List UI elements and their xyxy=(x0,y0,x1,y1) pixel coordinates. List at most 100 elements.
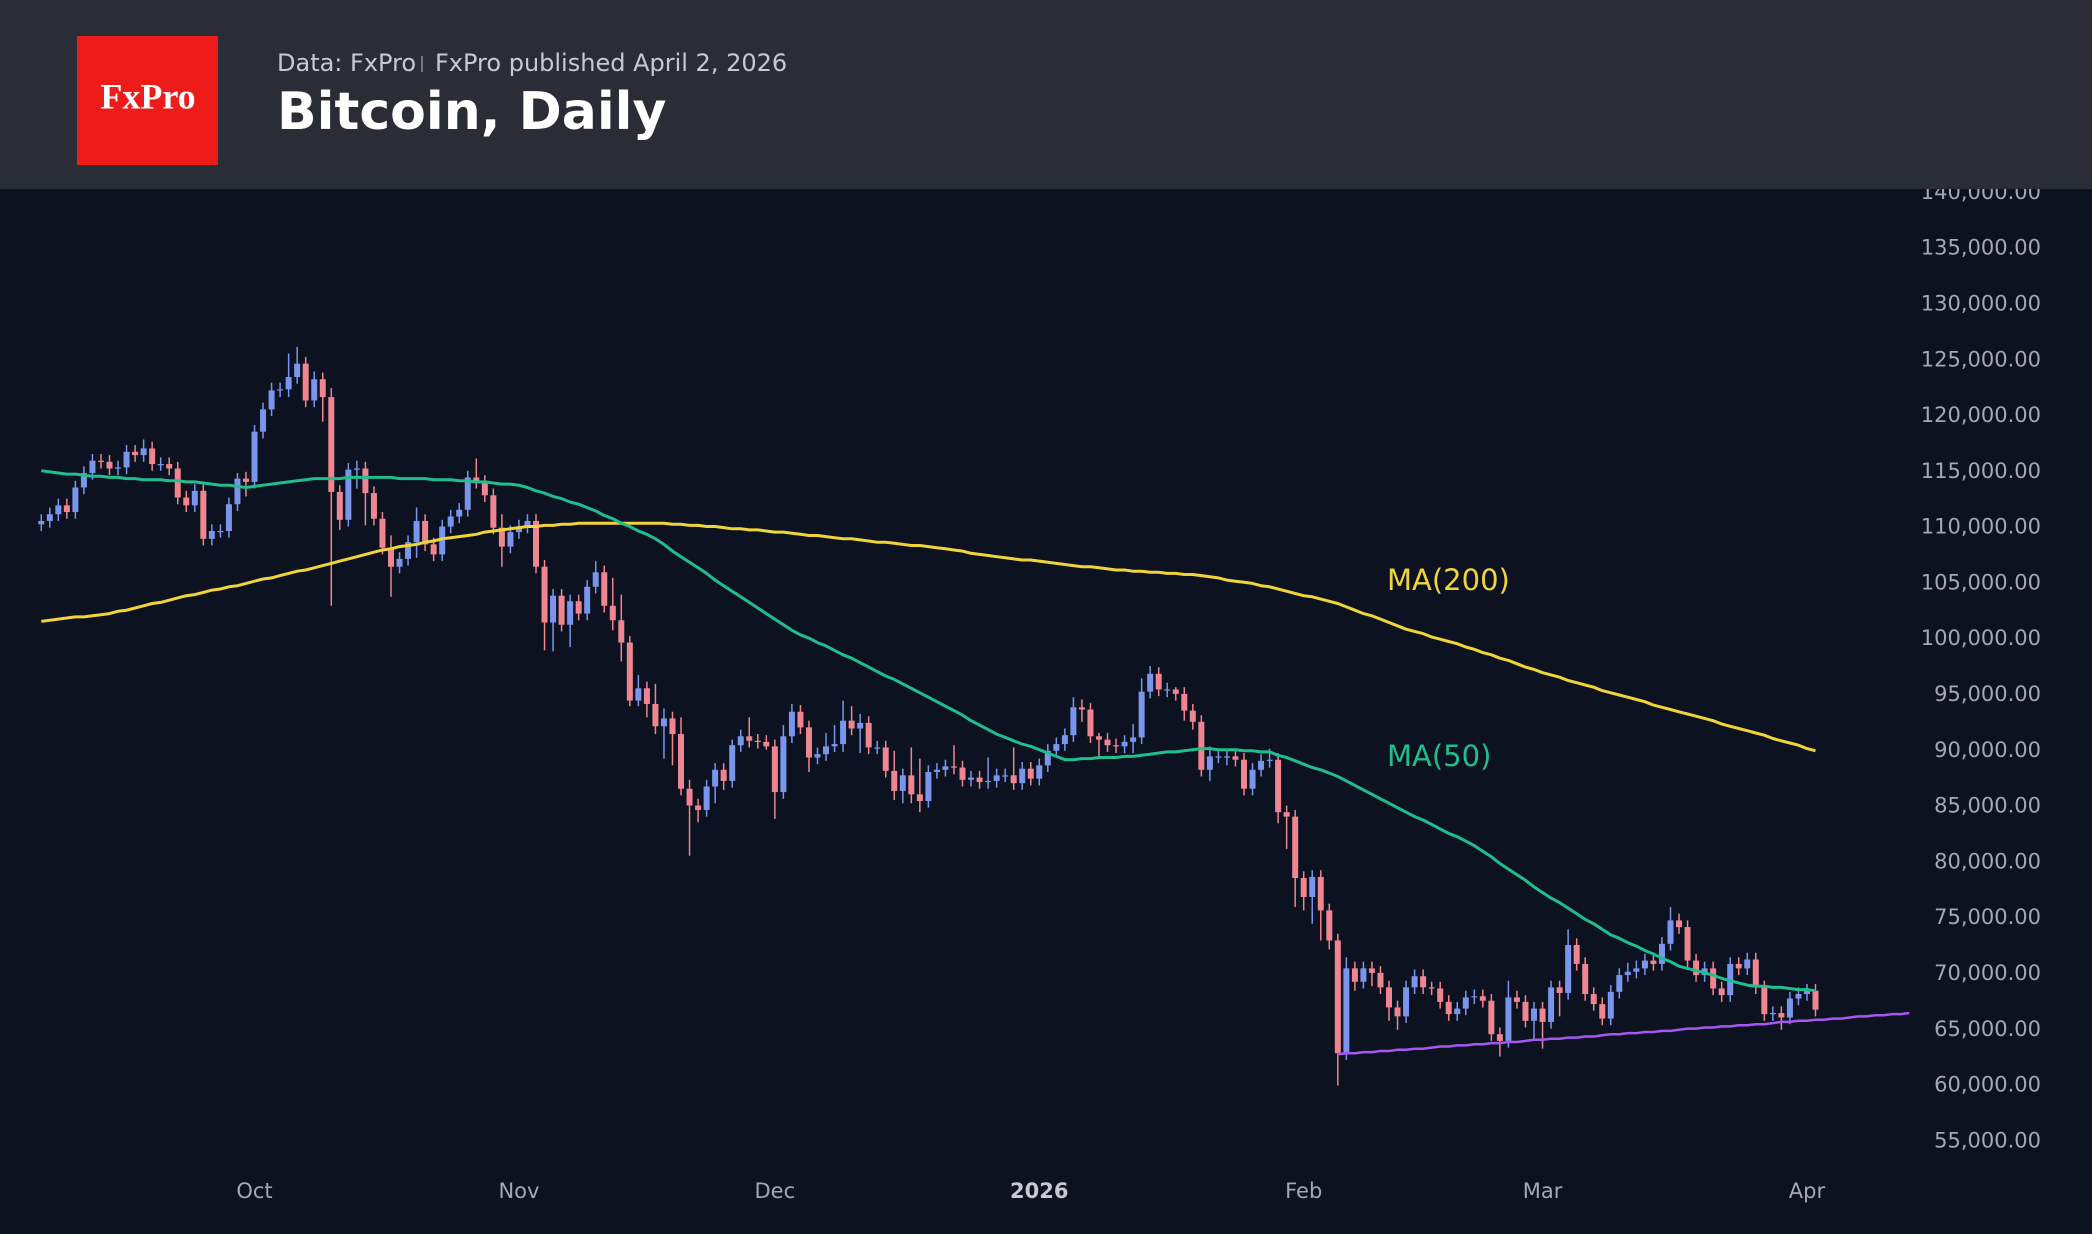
candle-body xyxy=(1095,736,1102,740)
candle-body xyxy=(541,566,548,623)
candle-body xyxy=(1334,940,1341,1054)
candle-body xyxy=(1582,963,1589,995)
y-tick-label: 100,000.00 xyxy=(1921,626,2041,650)
candle-body xyxy=(1420,976,1427,988)
candle-body xyxy=(396,558,403,567)
candle-body xyxy=(1087,709,1094,737)
candle-body xyxy=(370,493,377,519)
candle-body xyxy=(413,520,420,543)
candle-body xyxy=(1215,756,1222,758)
y-tick-label: 80,000.00 xyxy=(1934,849,2041,873)
candle-body xyxy=(1454,1008,1461,1015)
candle-body xyxy=(507,532,514,547)
candle-body xyxy=(695,805,702,810)
candle-body xyxy=(1343,968,1350,1054)
data-source: Data: FxPro xyxy=(277,49,416,77)
candle-body xyxy=(1479,996,1486,1001)
candle-body xyxy=(490,495,497,528)
candle-body xyxy=(805,727,812,758)
candle-body xyxy=(1616,975,1623,992)
candle-body xyxy=(737,736,744,746)
candle-body xyxy=(942,766,949,770)
candle-body xyxy=(311,379,318,401)
chart-title: Bitcoin, Daily xyxy=(277,82,666,142)
candle-body xyxy=(464,477,471,510)
candle-body xyxy=(703,786,710,810)
line-label: MA(50) xyxy=(1387,739,1491,773)
candle-body xyxy=(840,720,847,745)
candle-body xyxy=(430,544,437,555)
candle-body xyxy=(1053,744,1060,751)
y-tick-label: 70,000.00 xyxy=(1934,961,2041,985)
candle-body xyxy=(865,722,872,748)
y-tick-label: 135,000.00 xyxy=(1921,236,2041,260)
candle-body xyxy=(115,467,122,469)
ma-line xyxy=(41,521,1816,753)
candle-body xyxy=(379,518,386,548)
candle-body xyxy=(831,744,838,747)
candle-body xyxy=(643,688,650,704)
candle-body xyxy=(899,775,906,791)
candle-body xyxy=(1624,971,1631,976)
candle-body xyxy=(635,688,642,701)
x-tick-label: Apr xyxy=(1789,1179,1826,1203)
candle-body xyxy=(191,490,198,506)
candle-body xyxy=(63,505,70,513)
candle-body xyxy=(1351,968,1358,982)
candle-body xyxy=(550,595,557,623)
line-label: MA(200) xyxy=(1387,563,1510,597)
candle-body xyxy=(601,572,608,606)
candle-body xyxy=(533,520,540,567)
candle-body xyxy=(1462,997,1469,1009)
candle-body xyxy=(123,451,130,468)
candle-body xyxy=(183,497,190,506)
candle-body xyxy=(575,601,582,614)
candle-body xyxy=(950,766,957,768)
candle-body xyxy=(1710,968,1717,989)
candle-body xyxy=(1445,1001,1452,1015)
candle-body xyxy=(1684,927,1691,961)
candle-body xyxy=(1744,959,1751,969)
candle-body xyxy=(1590,994,1597,1005)
candle-body xyxy=(1403,987,1410,1017)
candle-body xyxy=(46,514,53,521)
candle-body xyxy=(814,754,821,758)
candle-body xyxy=(1326,910,1333,941)
candle-body xyxy=(353,468,360,470)
candle-body xyxy=(797,711,804,728)
candle-body xyxy=(106,461,113,469)
candle-body xyxy=(1206,756,1213,770)
candle-body xyxy=(285,377,292,390)
candle-body xyxy=(1061,735,1068,745)
candle-body xyxy=(1292,816,1299,879)
candle-body xyxy=(251,431,258,482)
x-tick-label: Dec xyxy=(755,1179,796,1203)
candle-body xyxy=(174,468,181,498)
candle-body xyxy=(439,526,446,555)
candle-body xyxy=(208,530,215,539)
y-tick-label: 75,000.00 xyxy=(1934,905,2041,929)
candle-body xyxy=(1300,878,1307,897)
candle-body xyxy=(473,477,480,482)
candle-body xyxy=(1138,691,1145,738)
candle-body xyxy=(1002,775,1009,777)
y-tick-label: 95,000.00 xyxy=(1934,682,2041,706)
candle-body xyxy=(1010,775,1017,784)
candle-body xyxy=(1548,987,1555,1022)
header-bar xyxy=(0,0,2092,189)
candle-body xyxy=(1437,988,1444,1002)
candle-body xyxy=(823,746,830,755)
candle-body xyxy=(268,390,275,410)
candle-body xyxy=(874,747,881,749)
candle-body xyxy=(1778,1013,1785,1018)
candle-body xyxy=(1803,990,1810,995)
candle-body xyxy=(618,620,625,643)
candle-body xyxy=(1394,1007,1401,1017)
candle-body xyxy=(652,703,659,727)
candle-body xyxy=(1036,765,1043,779)
x-tick-label: Oct xyxy=(236,1179,272,1203)
y-tick-label: 125,000.00 xyxy=(1921,347,2041,371)
candle-body xyxy=(1718,988,1725,996)
candle-body xyxy=(97,460,104,462)
